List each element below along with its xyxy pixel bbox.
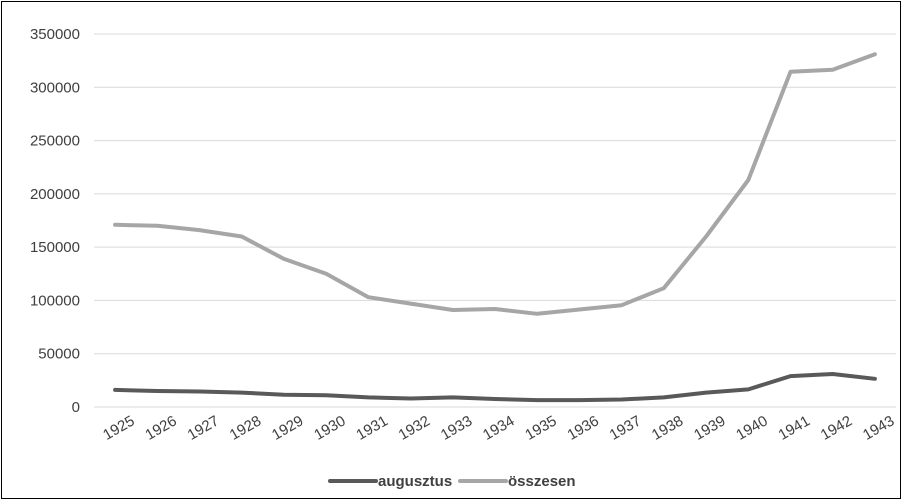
x-tick-label-1938: 1938: [649, 412, 686, 443]
x-tick-label-1930: 1930: [311, 412, 348, 443]
y-tick-label-7: 350000: [30, 26, 80, 43]
x-tick-label-1943: 1943: [860, 412, 897, 443]
legend: augusztus összesen: [328, 473, 576, 490]
x-tick-label-1931: 1931: [353, 412, 390, 443]
x-tick-label-1929: 1929: [269, 412, 306, 443]
legend-label-1: összesen: [508, 473, 576, 490]
y-tick-label-1: 50000: [38, 346, 80, 363]
y-tick-label-6: 300000: [30, 79, 80, 96]
y-axis-ticks: 0 50000 100000 150000 200000 250000 300000 3500…: [30, 26, 80, 416]
x-tick-label-1934: 1934: [480, 412, 517, 443]
series-lines: [113, 52, 877, 403]
x-tick-label-1925: 1925: [100, 412, 137, 443]
x-axis-ticks: 1925 1926 1927 1928 1929 1930 1931 1932 1933 1934…: [100, 412, 897, 443]
legend-label-0: augusztus: [378, 473, 452, 490]
y-tick-label-4: 200000: [30, 186, 80, 203]
x-tick-label-1928: 1928: [227, 412, 264, 443]
y-tick-label-0: 0: [72, 399, 80, 416]
x-tick-label-1927: 1927: [185, 412, 222, 443]
y-tick-label-2: 100000: [30, 292, 80, 309]
series-line-0: [113, 372, 877, 403]
x-tick-label-1941: 1941: [776, 412, 813, 443]
x-tick-label-1942: 1942: [818, 412, 855, 443]
series-line-1: [113, 52, 877, 316]
y-tick-label-5: 250000: [30, 133, 80, 150]
x-tick-label-1926: 1926: [142, 412, 179, 443]
x-tick-label-1935: 1935: [522, 412, 559, 443]
y-tick-label-3: 150000: [30, 239, 80, 256]
x-tick-label-1936: 1936: [564, 412, 601, 443]
x-tick-label-1940: 1940: [733, 412, 770, 443]
x-tick-label-1937: 1937: [607, 412, 644, 443]
x-tick-label-1939: 1939: [691, 412, 728, 443]
x-tick-label-1933: 1933: [438, 412, 475, 443]
gridlines: [94, 33, 896, 355]
x-tick-label-1932: 1932: [396, 412, 433, 443]
